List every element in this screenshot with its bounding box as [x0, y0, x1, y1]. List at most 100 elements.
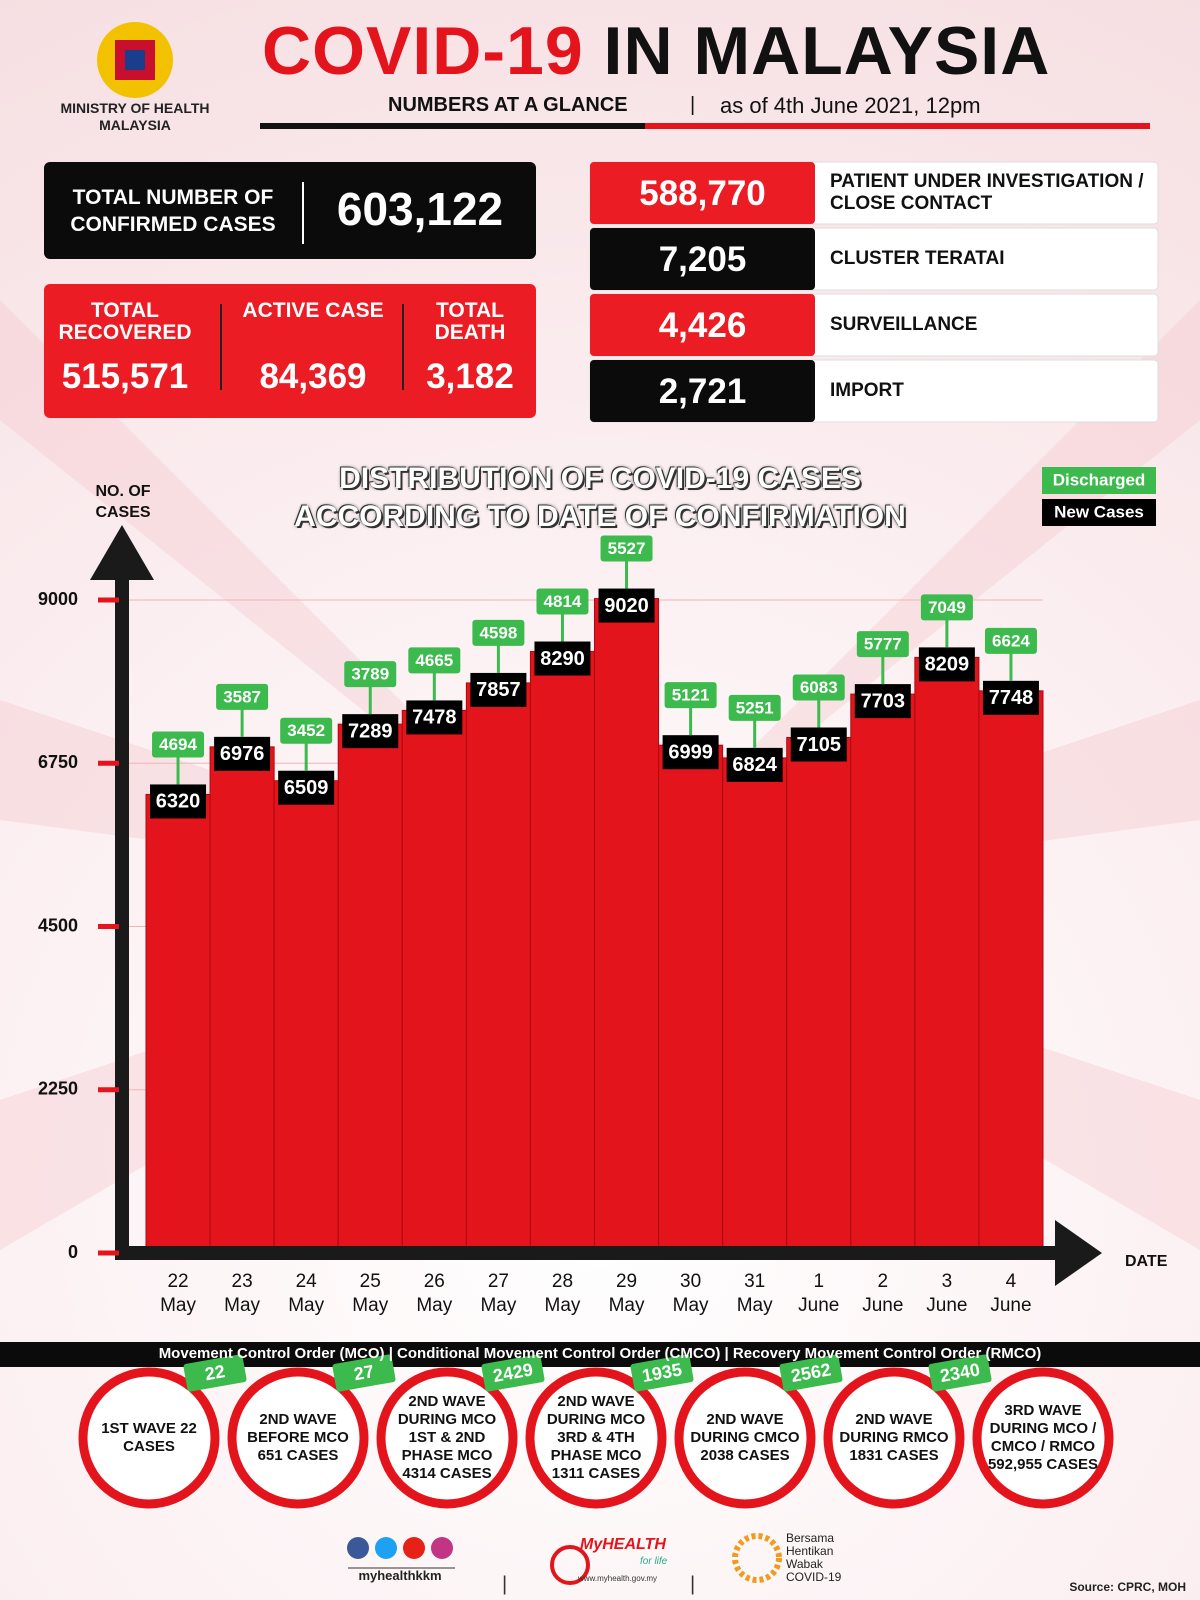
bar — [978, 690, 1044, 1254]
discharged-value: 6083 — [800, 678, 838, 697]
wave-text: 2ND WAVE DURING MCO 1ST & 2ND PHASE MCO … — [397, 1393, 497, 1482]
discharged-value: 5251 — [736, 698, 774, 717]
banner-text: Movement Control Order (MCO) | Condition… — [158, 1345, 1042, 1362]
new-cases-label-bg — [918, 647, 975, 682]
wave-text: 2ND WAVE DURING RMCO 1831 CASES — [839, 1411, 949, 1464]
new-cases-label-bg — [854, 684, 911, 719]
legend-label: New Cases — [1054, 502, 1144, 521]
new-cases-label: 7748 — [989, 687, 1034, 709]
badge-bg — [481, 1354, 545, 1392]
new-cases-label-bg — [150, 784, 207, 819]
wave-badge: 1935 — [630, 1354, 694, 1392]
source-value-box — [590, 360, 815, 422]
badge-bg — [183, 1354, 247, 1392]
ministry: MINISTRY OF HEALTH MALAYSIA — [40, 100, 230, 134]
wave-badge: 2429 — [481, 1354, 545, 1392]
date: as of 4th June 2021, 12pm — [720, 93, 981, 118]
x-tick-label: 29 May — [608, 1271, 645, 1316]
discharged-value: 3452 — [287, 721, 325, 740]
legend-swatch — [1042, 467, 1156, 494]
new-cases-label-bg — [342, 714, 399, 749]
separator: | — [502, 1573, 507, 1595]
crest — [97, 22, 173, 98]
tagline: for life — [640, 1556, 668, 1567]
bar — [401, 709, 467, 1254]
discharged-label — [920, 594, 973, 621]
wave-text: 2ND WAVE DURING MCO 3RD & 4TH PHASE MCO … — [546, 1393, 646, 1482]
y-axis-label: NO. OF CASES — [95, 483, 151, 521]
discharged-value: 5527 — [608, 539, 646, 558]
discharged-label — [472, 619, 525, 646]
discharged-value: 4694 — [159, 735, 197, 754]
ministry-line: MALAYSIA — [99, 117, 171, 133]
discharged-label — [728, 694, 781, 721]
new-cases-label: 6824 — [732, 754, 777, 776]
subtitle: NUMBERS AT A GLANCE — [388, 94, 628, 116]
wave-badge: 22 — [183, 1354, 247, 1392]
discharged-label — [216, 683, 269, 710]
source-label: CLUSTER TERATAI — [830, 248, 1005, 269]
badge-text: 22 — [203, 1361, 226, 1384]
new-cases-label-bg — [406, 700, 463, 735]
bar — [529, 651, 596, 1254]
new-cases-label-bg — [470, 672, 527, 707]
bar — [209, 746, 275, 1254]
new-cases-label: 8209 — [925, 654, 970, 676]
source-value-box — [590, 162, 815, 224]
source-label: PATIENT UNDER INVESTIGATION / CLOSE CONT… — [830, 171, 1144, 214]
y-tick-label: 6750 — [38, 752, 78, 772]
discharged-label — [664, 682, 717, 709]
wave-badge: 2562 — [779, 1354, 843, 1392]
discharged-value: 5121 — [672, 686, 710, 705]
discharged-label — [152, 731, 205, 758]
breakdown-value: 3,182 — [426, 357, 514, 396]
brand: MyHEALTH — [580, 1536, 666, 1553]
source-value: 7,205 — [658, 240, 747, 279]
x-tick-label: 3 June — [926, 1271, 968, 1316]
labels: 0 2250 4500 6750 9000 6320 4694 6976 3587 6509 345… — [38, 535, 1039, 1262]
bar — [722, 757, 788, 1254]
x-tick-label: 27 May — [480, 1271, 517, 1316]
badge-bg — [928, 1354, 992, 1392]
new-cases-label: 7857 — [476, 679, 521, 701]
new-cases-label-bg — [726, 747, 783, 782]
wave-circle — [227, 1367, 369, 1509]
bar — [786, 736, 852, 1254]
x-tick-label: 31 May — [736, 1271, 773, 1316]
x-tick-label: 26 May — [416, 1271, 453, 1316]
wave-text: 2ND WAVE BEFORE MCO 651 CASES — [247, 1411, 349, 1464]
x-tick-label: 30 May — [672, 1271, 709, 1316]
x-tick-label: 22 May — [160, 1271, 196, 1316]
x-tick-label: 25 May — [352, 1271, 389, 1316]
new-cases-label: 7289 — [348, 720, 393, 742]
discharged-label — [408, 647, 461, 674]
legend-swatch — [1042, 499, 1156, 526]
y-tick-label: 2250 — [38, 1079, 78, 1099]
new-cases-label: 6509 — [284, 777, 329, 799]
x-tick-label: 4 June — [990, 1271, 1032, 1316]
badge-bg — [779, 1354, 843, 1392]
badge-bg — [332, 1354, 396, 1392]
new-cases-label: 6999 — [668, 741, 713, 763]
separator: | — [690, 1573, 695, 1595]
new-cases-label-bg — [790, 727, 847, 762]
plot — [129, 598, 1044, 1254]
new-cases-label-bg — [982, 680, 1039, 715]
ministry-line: MINISTRY OF HEALTH — [60, 100, 210, 116]
breakdown-label: TOTAL DEATH — [434, 299, 506, 344]
underline-red — [645, 123, 1150, 129]
breakdown-box — [44, 284, 536, 418]
wave-text: 3RD WAVE DURING MCO / CMCO / RMCO 592,95… — [987, 1402, 1099, 1473]
campaign-logo — [732, 1533, 782, 1583]
social-icons — [347, 1537, 455, 1569]
new-cases-label-bg — [662, 735, 719, 770]
wave-badge: 2340 — [928, 1354, 992, 1392]
discharged-label — [856, 631, 909, 658]
source-label: IMPORT — [830, 380, 904, 401]
campaign: Bersama Hentikan Wabak COVID-19 — [786, 1531, 842, 1584]
confirmed-label: TOTAL NUMBER OF CONFIRMED CASES — [70, 186, 276, 236]
source-value: 588,770 — [639, 174, 766, 213]
new-cases-label: 7703 — [861, 690, 906, 712]
